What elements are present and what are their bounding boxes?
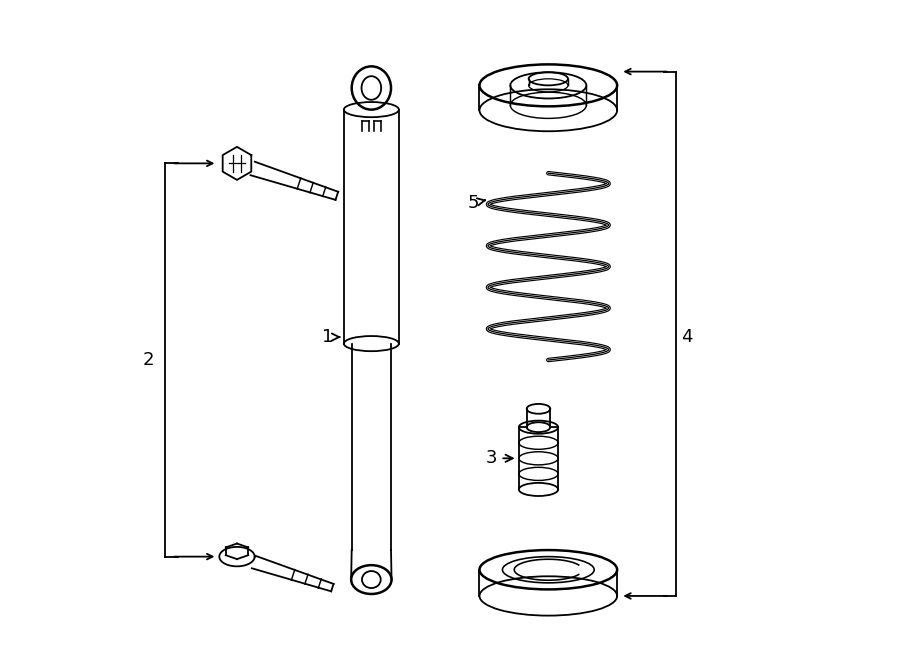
Text: 5: 5 xyxy=(468,194,485,212)
Text: 3: 3 xyxy=(486,449,513,467)
Text: 4: 4 xyxy=(681,328,693,346)
Text: 1: 1 xyxy=(322,328,339,346)
Text: 2: 2 xyxy=(143,351,154,369)
